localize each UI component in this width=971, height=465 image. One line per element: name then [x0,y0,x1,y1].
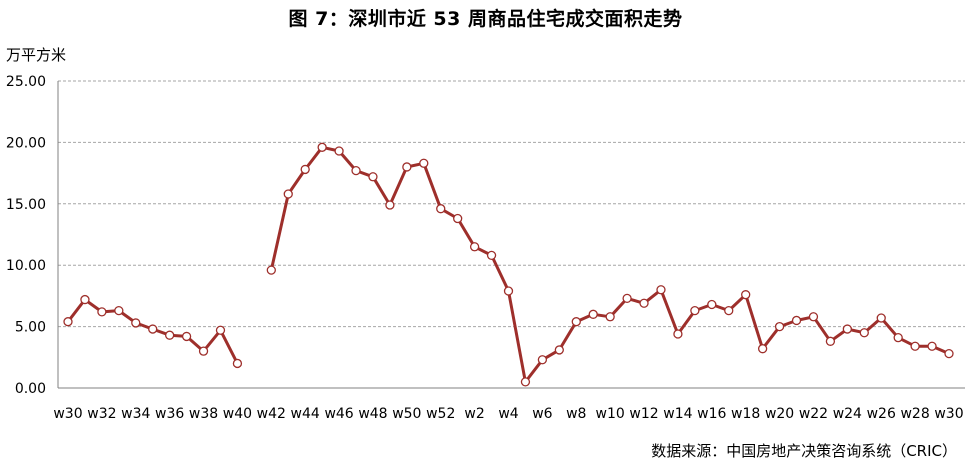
y-tick-label: 20.00 [6,135,46,151]
data-point [402,162,412,172]
data-point [97,307,107,317]
data-point [283,189,293,199]
x-tick-label: w10 [596,406,625,422]
data-point [232,358,243,369]
x-tick-label: w20 [765,406,794,422]
data-point [554,345,564,355]
data-point [317,142,327,152]
data-point [148,324,158,334]
x-tick-label: w28 [900,406,929,422]
data-point [774,321,785,332]
x-axis-ticks: w30 w32 w34 w36 w38 w40 w42 w44 w46 w48 w50 w52 w2 w4… [53,406,963,422]
x-tick-label: w12 [629,406,658,422]
data-point [707,299,717,310]
data-point [656,285,666,295]
data-point [334,146,344,156]
data-point [215,325,226,335]
data-point [198,346,209,356]
series-points [63,142,954,387]
data-point [351,165,361,176]
x-tick-label: w16 [697,406,726,422]
data-point [537,355,548,365]
data-point [876,313,886,323]
data-point [622,293,632,304]
x-tick-label: w2 [464,406,484,422]
data-point [165,330,175,340]
x-tick-label: w50 [392,406,421,422]
data-point [131,318,141,328]
data-point [588,309,598,319]
x-tick-label: w36 [155,406,184,422]
data-point [639,298,649,308]
data-point [808,312,819,322]
data-point [741,290,751,300]
y-tick-label: 0.00 [15,381,46,397]
x-tick-label: w26 [867,406,896,422]
y-tick-label: 5.00 [15,320,46,336]
data-point [791,315,802,326]
data-point [486,250,497,261]
y-tick-label: 15.00 [6,197,46,213]
y-axis-unit-label: 万平方米 [6,46,67,64]
x-tick-label: w40 [223,406,252,422]
series-line [269,145,950,384]
data-point [520,377,531,387]
data-point [825,336,836,346]
data-point [368,172,378,182]
data-point [842,324,852,334]
x-tick-label: w34 [121,406,150,422]
data-point [757,344,768,354]
x-tick-label: w48 [358,406,387,422]
y-tick-label: 10.00 [6,258,46,274]
x-tick-label: w32 [87,406,116,422]
x-tick-label: w30 [53,406,82,422]
data-point [80,294,90,305]
data-point [605,312,615,322]
data-point [114,305,124,316]
data-point [724,305,734,316]
x-tick-label: w6 [532,406,552,422]
data-point [927,341,937,351]
y-axis-ticks: 0.00 5.00 10.00 15.00 20.00 25.00 [6,74,46,397]
grid-lines [57,80,965,389]
x-tick-label: w4 [498,406,518,422]
x-tick-label: w42 [257,406,286,422]
x-tick-label: w44 [291,406,320,422]
data-point [910,341,920,351]
x-tick-label: w22 [799,406,828,422]
data-point [436,204,446,214]
data-point [181,331,192,342]
chart-title: 图 7：深圳市近 53 周商品住宅成交面积走势 [288,8,683,30]
data-point [859,328,869,338]
data-point [944,348,954,359]
data-point [453,213,463,224]
data-point [385,200,395,210]
data-point [419,158,429,168]
data-point [673,329,683,339]
data-point [63,317,73,327]
data-point [503,286,514,296]
data-point [571,317,581,327]
data-point [893,333,903,343]
data-point [300,164,310,175]
x-tick-label: w46 [324,406,353,422]
data-point [690,305,700,316]
x-tick-label: w14 [663,406,692,422]
series-lines [66,145,950,384]
x-tick-label: w18 [731,406,760,422]
data-point [266,265,276,275]
x-tick-label: w8 [566,406,586,422]
x-tick-label: w38 [189,406,218,422]
x-tick-label: w24 [833,406,862,422]
data-source-note: 数据来源：中国房地产决策咨询系统（CRIC） [651,442,957,460]
x-tick-label: w30 [934,406,963,422]
x-tick-label: w52 [426,406,455,422]
data-point [469,242,480,252]
y-tick-label: 25.00 [6,74,46,90]
